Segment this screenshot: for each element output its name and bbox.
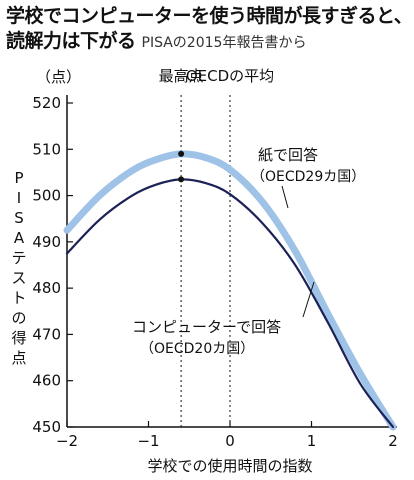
- y-unit-label: （点）: [36, 68, 81, 86]
- peak-point: [178, 150, 185, 157]
- series-pointer-computer: [302, 281, 315, 318]
- series-pointer-paper: [281, 185, 289, 209]
- y-axis-title-char: テ: [11, 249, 26, 267]
- y-tick-label: 520: [32, 94, 61, 112]
- title-line-2-text: 読解力は下がる: [6, 30, 136, 52]
- x-axis-title: 学校での使用時間の指数: [147, 457, 312, 475]
- y-axis-title-char: の: [11, 309, 26, 327]
- x-tick-label: 2: [388, 432, 398, 450]
- y-axis-title-char: ト: [11, 289, 26, 307]
- series-label-computer: コンピューターで回答: [132, 318, 281, 336]
- chart-title: 学校でコンピューターを使う時間が長すぎると、 読解力は下がる PISAの2015年…: [6, 4, 413, 56]
- series-sublabel-paper: （OECD29カ国）: [251, 169, 365, 185]
- series-line-computer: [65, 178, 395, 429]
- series-lines: [63, 150, 397, 431]
- y-tick-label: 480: [32, 279, 61, 297]
- reference-line-label: OECDの平均: [186, 67, 274, 85]
- y-axis-title-char: 点: [11, 349, 26, 367]
- y-axis-title-char: I: [17, 189, 21, 207]
- y-axis-title-char: A: [14, 229, 25, 247]
- y-axis-ticks: 520 510 500 490 480 470 460 450: [32, 94, 73, 436]
- peak-point: [178, 176, 185, 183]
- y-axis-title-char: ス: [11, 269, 26, 287]
- y-tick-label: 500: [32, 187, 61, 205]
- reference-line-label: 最高点: [159, 67, 204, 85]
- y-tick-label: 490: [32, 233, 61, 251]
- series-label-paper: 紙で回答: [258, 146, 318, 164]
- title-line-1: 学校でコンピューターを使う時間が長すぎると、: [6, 5, 413, 27]
- series-sublabel-computer: （OECD20カ国）: [140, 341, 254, 357]
- y-tick-label: 470: [32, 325, 61, 343]
- title-line-2: 読解力は下がる PISAの2015年報告書から: [6, 29, 410, 56]
- y-tick-label: 510: [32, 140, 61, 158]
- x-tick-label: 1: [307, 432, 317, 450]
- x-tick-label: −2: [56, 432, 78, 450]
- y-axis-title-char: 得: [11, 329, 26, 347]
- source-note: PISAの2015年報告書から: [141, 35, 307, 51]
- x-tick-label: −1: [137, 432, 159, 450]
- peak-markers: [178, 150, 185, 183]
- y-axis-title-char: P: [14, 169, 23, 187]
- y-tick-label: 460: [32, 372, 61, 390]
- y-tick-label: 450: [32, 418, 61, 436]
- x-tick-label: 0: [225, 432, 235, 450]
- x-axis-ticks: −2 −1 0 1 2: [56, 421, 398, 450]
- y-axis-title-char: S: [14, 209, 24, 227]
- series-line-paper: [63, 150, 397, 431]
